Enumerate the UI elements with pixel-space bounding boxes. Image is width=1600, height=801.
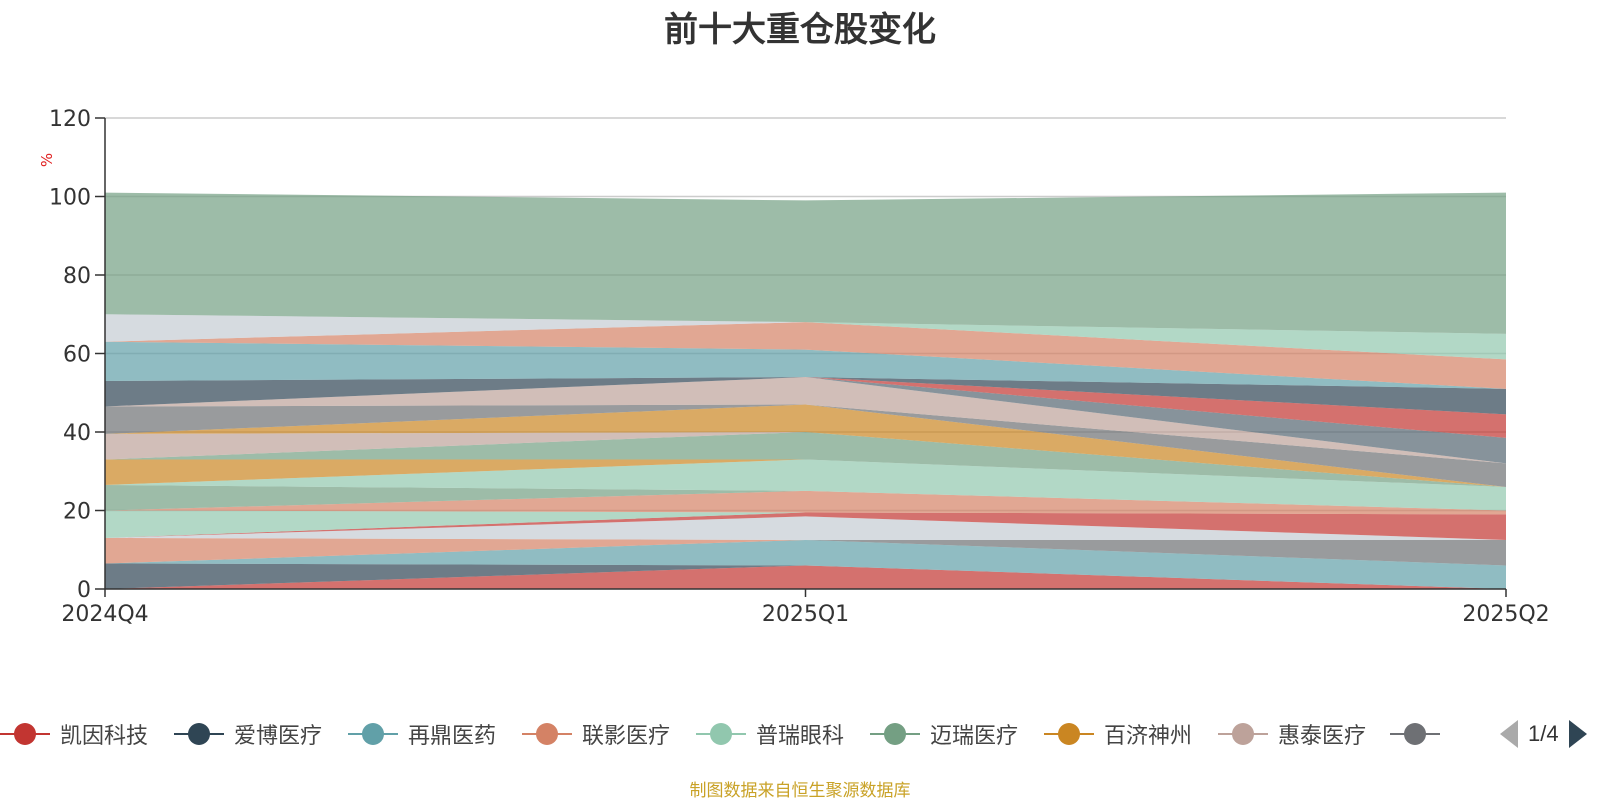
legend-item[interactable]: 百济神州	[1044, 716, 1192, 752]
area-series[interactable]	[105, 516, 1506, 540]
area-series-凯因科技[interactable]	[105, 565, 1506, 589]
area-series[interactable]	[105, 314, 1506, 342]
legend-label: 爱博医疗	[234, 724, 323, 749]
legend-label: 联影医疗	[582, 724, 671, 749]
source-note: 制图数据来自恒生聚源数据库	[689, 781, 911, 801]
area-series[interactable]	[105, 404, 1506, 487]
legend: 凯因科技 爱博医疗 再鼎医药 联影医疗 普瑞眼科 迈瑞医疗 百济神州 惠泰医疗	[0, 716, 1600, 752]
area-series[interactable]	[105, 377, 1506, 438]
legend-item[interactable]: 迈瑞医疗	[870, 716, 1018, 752]
area-series[interactable]	[105, 341, 1506, 389]
legend-marker-icon	[348, 722, 398, 746]
legend-item[interactable]: 再鼎医药	[348, 716, 496, 752]
y-tick-label: 100	[49, 186, 91, 211]
legend-marker-icon	[696, 722, 746, 746]
area-series[interactable]	[105, 490, 1506, 515]
y-tick-label: 60	[63, 343, 91, 368]
area-series[interactable]	[105, 563, 1506, 589]
y-tick-label: 120	[49, 107, 91, 132]
area-series[interactable]	[105, 432, 1506, 487]
area-series[interactable]	[105, 432, 1506, 487]
x-tick-label: 2025Q1	[762, 602, 849, 627]
area-series[interactable]	[105, 377, 1506, 415]
area-series	[105, 192, 1506, 589]
y-axis-unit-label: %	[38, 153, 56, 167]
area-series[interactable]	[105, 484, 1506, 511]
legend-label: 普瑞眼科	[756, 724, 845, 749]
legend-marker-icon	[1044, 722, 1094, 746]
legend-marker-icon	[0, 722, 50, 746]
legend-next-page-icon[interactable]	[1568, 720, 1587, 748]
x-tick-label: 2025Q2	[1462, 602, 1549, 627]
legend-label: 再鼎医药	[408, 724, 497, 749]
legend-label: 惠泰医疗	[1278, 724, 1367, 749]
legend-marker-icon	[1390, 722, 1440, 746]
area-series[interactable]	[105, 537, 1506, 564]
area-series[interactable]	[105, 539, 1506, 589]
legend-marker-icon	[522, 722, 572, 746]
legend-label: 百济神州	[1104, 724, 1193, 749]
area-series[interactable]	[105, 322, 1506, 389]
legend-pager: 1/4	[1500, 718, 1587, 750]
legend-marker-icon	[1218, 722, 1268, 746]
y-tick-label: 20	[63, 500, 91, 525]
legend-item[interactable]: 凯因科技	[0, 716, 148, 752]
area-series[interactable]	[105, 459, 1506, 511]
legend-marker-icon	[174, 722, 224, 746]
area-series[interactable]	[105, 377, 1506, 464]
legend-item[interactable]: 联影医疗	[522, 716, 670, 752]
legend-label: 凯因科技	[60, 724, 149, 749]
legend-prev-page-icon[interactable]	[1500, 720, 1518, 748]
y-tick-label: 40	[63, 421, 91, 446]
chart-title: 前十大重仓股变化	[664, 10, 936, 50]
area-series[interactable]	[105, 510, 1506, 538]
area-series[interactable]	[105, 404, 1506, 487]
area-series-迈瑞医疗[interactable]	[105, 192, 1506, 334]
area-series[interactable]	[105, 539, 1506, 566]
area-series[interactable]	[105, 377, 1506, 464]
area-series[interactable]	[105, 459, 1506, 487]
legend-page-indicator: 1/4	[1528, 721, 1559, 746]
legend-marker-icon	[870, 722, 920, 746]
legend-label: 迈瑞医疗	[930, 724, 1019, 749]
legend-item[interactable]	[1390, 716, 1440, 752]
legend-item[interactable]: 普瑞眼科	[696, 716, 844, 752]
area-series[interactable]	[105, 512, 1506, 540]
axes: 0 20 40 60 80 100 120 2024Q4 2025Q1 2025Q2	[49, 107, 1550, 627]
legend-item[interactable]: 惠泰医疗	[1218, 716, 1366, 752]
y-tick-label: 80	[63, 264, 91, 289]
y-tick-label: 0	[77, 578, 91, 603]
area-series[interactable]	[105, 322, 1506, 360]
legend-item[interactable]: 爱博医疗	[174, 716, 322, 752]
x-tick-label: 2024Q4	[61, 602, 148, 627]
